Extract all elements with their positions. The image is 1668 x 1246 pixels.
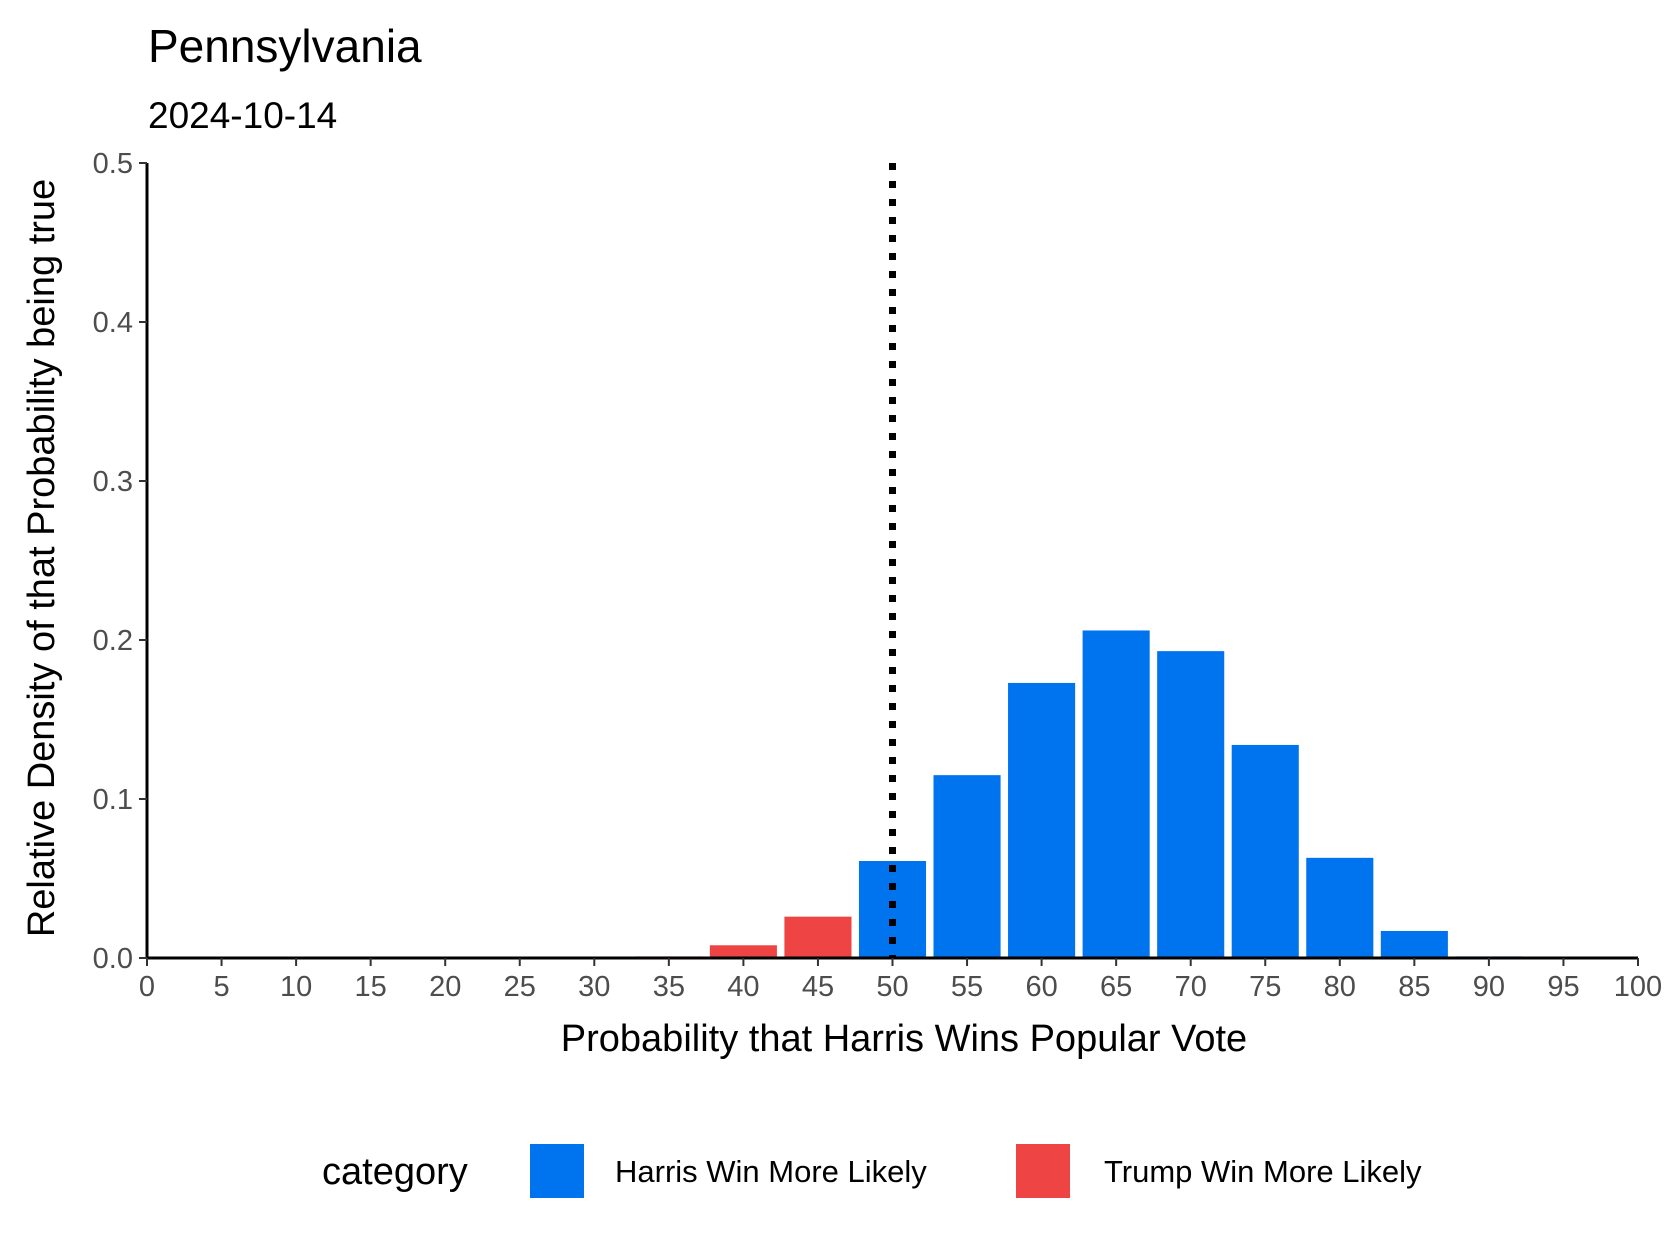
x-tick-label-30: 30 [578, 971, 610, 1003]
x-axis-title: Probability that Harris Wins Popular Vot… [561, 1018, 1247, 1060]
x-tick-label-80: 80 [1324, 971, 1356, 1003]
x-tick-label-65: 65 [1100, 971, 1132, 1003]
x-tick-label-15: 15 [355, 971, 387, 1003]
bar-75 [1231, 744, 1299, 958]
x-tick-label-20: 20 [429, 971, 461, 1003]
y-tick-label-0.3: 0.3 [93, 466, 133, 498]
legend-swatch-harris [530, 1144, 584, 1198]
y-tick-label-0.5: 0.5 [93, 148, 133, 180]
x-tick-label-55: 55 [951, 971, 983, 1003]
y-tick-label-0.0: 0.0 [93, 943, 133, 975]
legend: category Harris Win More Likely Trump Wi… [322, 1144, 1422, 1198]
bar-65 [1082, 630, 1150, 958]
bar-40 [709, 945, 777, 958]
y-tick-label-0.1: 0.1 [93, 784, 133, 816]
chart-title: Pennsylvania [148, 20, 422, 72]
x-tick-label-35: 35 [653, 971, 685, 1003]
x-tick-label-50: 50 [876, 971, 908, 1003]
x-tick-label-0: 0 [139, 971, 155, 1003]
x-tick-label-25: 25 [504, 971, 536, 1003]
bar-45 [784, 916, 852, 958]
x-tick-label-45: 45 [802, 971, 834, 1003]
y-tick-label-0.4: 0.4 [93, 307, 133, 339]
x-tick-label-40: 40 [727, 971, 759, 1003]
legend-title: category [322, 1151, 468, 1193]
x-tick-label-85: 85 [1398, 971, 1430, 1003]
x-tick-label-100: 100 [1614, 971, 1662, 1003]
chart-subtitle: 2024-10-14 [148, 95, 337, 136]
x-tick-label-70: 70 [1175, 971, 1207, 1003]
x-tick-label-75: 75 [1249, 971, 1281, 1003]
bar-55 [933, 775, 1001, 958]
axes-layer: 0 5 10 15 20 25 30 35 40 45 50 55 60 65 70 75 80 85 90 95 10… [93, 148, 1663, 1003]
x-tick-label-5: 5 [213, 971, 229, 1003]
bar-80 [1306, 857, 1374, 958]
x-tick-label-10: 10 [280, 971, 312, 1003]
y-axis-title: Relative Density of that Probability bei… [21, 179, 63, 937]
bar-60 [1008, 682, 1076, 958]
x-tick-label-95: 95 [1547, 971, 1579, 1003]
legend-swatch-trump [1016, 1144, 1070, 1198]
bar-85 [1380, 930, 1448, 958]
y-tick-label-0.2: 0.2 [93, 625, 133, 657]
legend-label-trump: Trump Win More Likely [1104, 1154, 1422, 1189]
bar-70 [1157, 651, 1225, 958]
x-tick-label-90: 90 [1473, 971, 1505, 1003]
bars-layer [635, 630, 1523, 958]
legend-label-harris: Harris Win More Likely [615, 1154, 927, 1189]
x-tick-label-60: 60 [1025, 971, 1057, 1003]
